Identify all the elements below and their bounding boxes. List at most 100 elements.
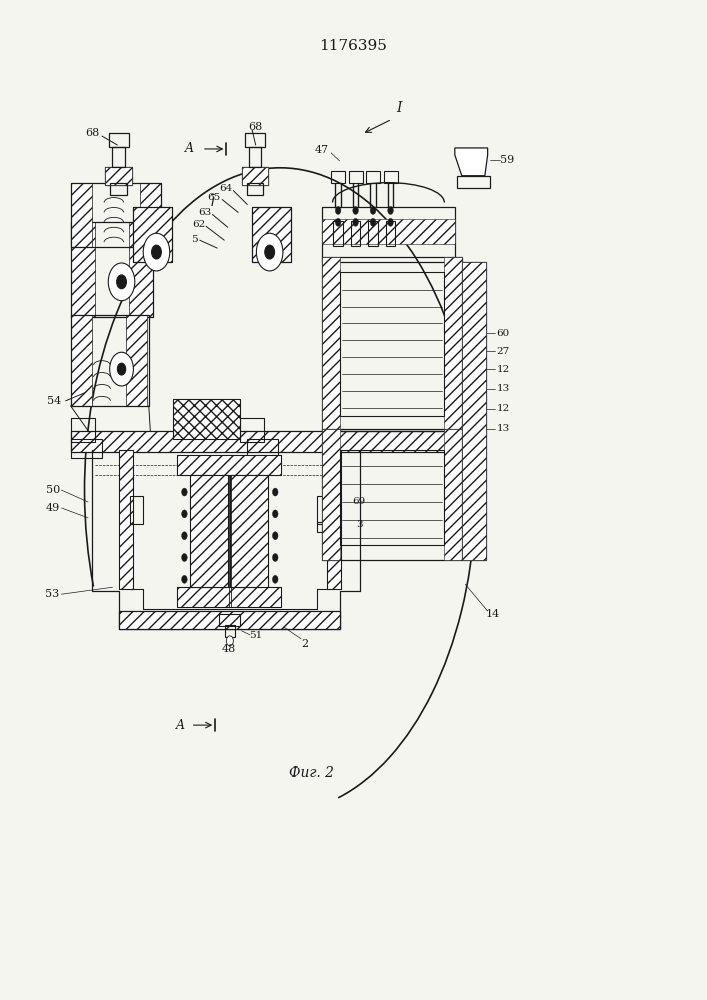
Bar	[462, 262, 486, 560]
Bar	[71, 222, 95, 317]
Bar	[173, 399, 240, 439]
Bar	[240, 418, 264, 442]
Bar	[368, 221, 378, 246]
Text: 2: 2	[301, 639, 308, 649]
Text: 1176395: 1176395	[320, 39, 387, 53]
Bar	[71, 431, 448, 452]
Bar	[247, 183, 264, 195]
Circle shape	[117, 363, 126, 375]
Bar	[322, 429, 462, 560]
Bar	[130, 496, 143, 524]
Bar	[71, 431, 448, 452]
Circle shape	[264, 245, 274, 259]
Bar	[322, 257, 339, 431]
Text: A: A	[185, 142, 194, 155]
Bar	[242, 167, 268, 185]
Bar	[339, 450, 444, 545]
Text: 69: 69	[353, 497, 366, 506]
Bar	[141, 183, 161, 247]
Text: Фиг. 2: Фиг. 2	[289, 766, 334, 780]
Text: 49: 49	[46, 503, 60, 513]
Bar	[177, 455, 281, 475]
Circle shape	[353, 206, 358, 214]
Circle shape	[117, 275, 127, 289]
Circle shape	[387, 218, 393, 226]
Bar	[351, 221, 361, 246]
Text: 60: 60	[497, 329, 510, 338]
Bar	[322, 219, 455, 244]
Bar	[119, 611, 339, 629]
Circle shape	[335, 218, 341, 226]
Bar	[230, 475, 268, 587]
Bar	[247, 439, 278, 458]
Circle shape	[144, 233, 170, 271]
Bar	[134, 207, 172, 262]
Text: 3: 3	[356, 520, 363, 529]
Text: 50: 50	[46, 485, 60, 495]
Text: $\bar{I}$: $\bar{I}$	[211, 195, 217, 210]
Bar	[322, 257, 462, 431]
Bar	[177, 587, 281, 607]
Circle shape	[272, 532, 278, 540]
Bar	[219, 614, 240, 626]
PathPatch shape	[455, 148, 488, 176]
Text: 68: 68	[249, 122, 263, 132]
Text: 59: 59	[500, 155, 514, 165]
Text: 54: 54	[47, 396, 62, 406]
Bar	[134, 207, 172, 262]
Bar	[71, 439, 102, 458]
Text: 14: 14	[486, 609, 501, 619]
Bar	[71, 183, 91, 247]
Bar	[252, 207, 291, 262]
Bar	[71, 315, 148, 406]
Circle shape	[272, 575, 278, 583]
Bar	[109, 133, 129, 147]
Text: 68: 68	[85, 128, 99, 138]
Text: 63: 63	[198, 208, 211, 217]
Bar	[119, 450, 134, 589]
Circle shape	[108, 263, 135, 301]
Bar	[71, 222, 153, 317]
Bar	[190, 475, 228, 587]
Bar	[333, 221, 343, 246]
Bar	[331, 171, 345, 183]
Bar	[327, 450, 341, 589]
Bar	[339, 272, 444, 416]
Bar	[366, 171, 380, 183]
Bar	[112, 147, 125, 167]
Circle shape	[272, 510, 278, 518]
Bar	[119, 611, 339, 629]
Bar	[173, 399, 240, 439]
Bar	[245, 133, 264, 147]
Bar	[252, 207, 291, 262]
Bar	[230, 475, 268, 587]
Text: I: I	[396, 101, 402, 115]
Bar	[225, 625, 235, 637]
Bar	[349, 171, 363, 183]
Bar	[249, 147, 262, 167]
Circle shape	[272, 554, 278, 561]
Text: 47: 47	[315, 145, 329, 155]
Text: 62: 62	[192, 220, 205, 229]
Text: 65: 65	[207, 193, 221, 202]
Bar	[119, 450, 134, 589]
Circle shape	[182, 510, 187, 518]
Text: 27: 27	[497, 347, 510, 356]
Bar	[462, 262, 486, 560]
Text: 13: 13	[497, 424, 510, 433]
Bar	[327, 450, 341, 589]
Text: A: A	[176, 719, 185, 732]
Circle shape	[370, 206, 376, 214]
Circle shape	[257, 233, 283, 271]
Circle shape	[182, 532, 187, 540]
Bar	[71, 183, 161, 247]
Circle shape	[387, 206, 393, 214]
Bar	[444, 429, 462, 560]
Bar	[105, 167, 132, 185]
Circle shape	[335, 206, 341, 214]
Bar	[317, 522, 327, 532]
Bar	[190, 475, 228, 587]
Circle shape	[182, 554, 187, 561]
Bar	[444, 257, 462, 431]
Bar	[385, 221, 395, 246]
